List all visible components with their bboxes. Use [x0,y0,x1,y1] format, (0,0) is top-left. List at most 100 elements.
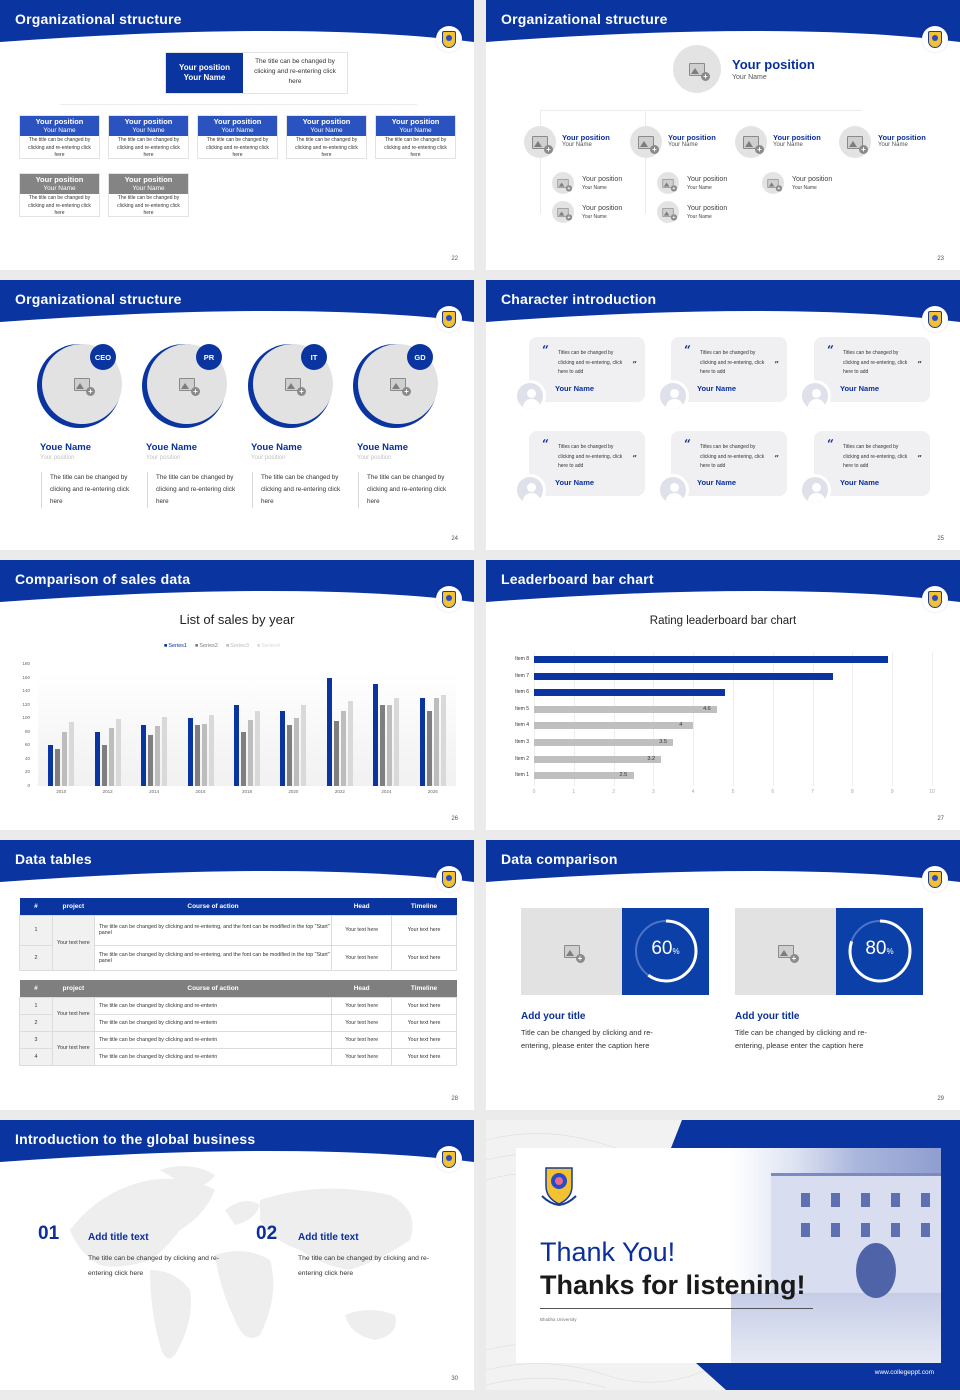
chart-bar [62,731,68,786]
chart-bar [234,704,239,786]
y-tick-label: 100 [22,715,30,721]
slide-29-data-comparison[interactable]: Data comparison 60% Add your title Title… [486,840,960,1110]
chart-bar [534,672,833,680]
photo-placeholder[interactable] [657,172,679,194]
photo-placeholder[interactable] [630,126,662,158]
testimonial-card: “Titles can be changed by clicking and r… [814,431,930,496]
chart-bar [94,731,100,786]
item-description: Title can be changed by clicking and re-… [735,1028,867,1050]
photo-placeholder[interactable] [521,908,622,995]
role-badge: PR [196,344,222,370]
slide-header: Comparison of sales data [0,560,474,604]
university-logo-icon [922,866,948,892]
photo-placeholder[interactable] [524,126,556,158]
x-tick-label: 10 [929,789,935,795]
progress-panel: 80% [836,908,923,995]
role-badge: IT [301,344,327,370]
y-category-label: Item 8 [515,656,529,662]
photo-placeholder[interactable] [552,172,574,194]
x-tick-label: 4 [691,789,695,795]
photo-placeholder[interactable] [42,344,122,424]
table-row: 4 The title can be changed by clicking an… [19,1047,457,1066]
slide-31-thank-you[interactable]: Thank You! Thanks for listening! Bhabha … [486,1120,960,1390]
photo-placeholder[interactable] [735,908,836,995]
role-badge: CEO [90,344,116,370]
person-description: The title can be changed by clicking and… [41,472,131,508]
photo-placeholder[interactable] [735,126,767,158]
avatar-icon [799,380,831,412]
chart-bar [534,755,662,763]
university-logo-icon [436,306,462,332]
y-category-label: Item 2 [515,755,529,762]
page-number: 29 [937,1096,944,1102]
chart-bar [340,711,346,786]
chart-bar [380,704,386,786]
slide-title: Data comparison [501,851,618,867]
slide-27-leaderboard-chart[interactable]: Leaderboard bar chart Rating leaderboard… [486,560,960,830]
page-number: 24 [451,536,458,542]
slide-30-global-business[interactable]: Introduction to the global business 01 A… [0,1120,474,1390]
table-row: 3 Your text here The title can be changed … [19,1030,457,1066]
slide-title: Organizational structure [15,11,182,27]
slide-25-character-intro[interactable]: Character introduction “Titles can be ch… [486,280,960,550]
slide-22-org-structure[interactable]: Organizational structure Your position Yo… [0,0,474,270]
y-tick-label: 80 [24,728,30,734]
avatar-icon [657,380,689,412]
slide-28-data-tables[interactable]: Data tables # project Course of action Head… [0,840,474,1110]
page-number: 27 [937,816,944,822]
photo-placeholder[interactable] [839,126,871,158]
y-tick-label: 120 [22,701,30,707]
connector-line [645,110,646,214]
slide-header: Character introduction [486,280,960,324]
avatar-icon [514,380,546,412]
chart-title: List of sales by year [179,612,295,627]
chart-bar [326,677,332,786]
legend-series3: Series3 [226,643,249,649]
slide-title: Leaderboard bar chart [501,571,654,587]
slide-26-sales-chart[interactable]: Comparison of sales data List of sales b… [0,560,474,830]
world-map-icon [70,1166,413,1359]
item-title: Add your title [735,1011,800,1022]
photo-placeholder[interactable] [762,172,784,194]
page-number: 28 [451,1096,458,1102]
avatar-icon [514,474,546,506]
chart-bar [387,704,393,786]
photo-placeholder[interactable] [657,201,679,223]
item-description: The title can be changed by clicking and… [88,1255,220,1277]
x-tick-label: 0 [532,789,536,795]
slide-23-org-structure[interactable]: Organizational structure Your position Y… [486,0,960,270]
org-card: Your position Your Name The title can be c… [108,115,189,159]
legend-series2: Series2 [195,643,218,649]
chart-bar [287,725,293,786]
testimonial-card: “Titles can be changed by clicking and r… [671,431,787,496]
chart-bar [301,704,307,786]
chart-bar [433,697,439,786]
slide-24-org-structure[interactable]: Organizational structure CEO Youe Name Y… [0,280,474,550]
testimonial-card: “Titles can be changed by clicking and r… [671,337,787,402]
page-number: 23 [937,256,944,262]
university-logo-icon [436,26,462,52]
x-tick-label: 2010 [56,789,67,794]
y-tick-label: 180 [22,661,30,666]
person-name: Youe Name [40,442,92,453]
bar-value-label: 4.6 [703,705,711,712]
table-header-row: # project Course of action Head Timeline [19,980,457,997]
chart-bar [419,697,425,786]
x-tick-label: 8 [851,789,854,795]
legend-series4: Series4 [257,643,280,649]
photo-placeholder[interactable] [673,45,721,93]
website-link[interactable]: www.collegeppt.com [874,1369,934,1376]
y-tick-label: 60 [24,742,30,748]
page-number: 26 [451,816,458,822]
avatar-icon [657,474,689,506]
chart-bar [201,723,207,786]
table-header-row: # project Course of action Head Timeline [19,898,457,915]
x-tick-label: 2014 [149,789,160,794]
photo-placeholder[interactable] [552,201,574,223]
table-row: 2 The title can be changed by clicking an… [19,1013,457,1032]
chart-bar [187,718,193,786]
y-category-label: Item 4 [515,722,529,729]
chart-bar [394,697,400,786]
table-row: 1 Your text here The title can be changed … [19,996,457,1032]
close-quote-icon: ” [632,359,637,369]
